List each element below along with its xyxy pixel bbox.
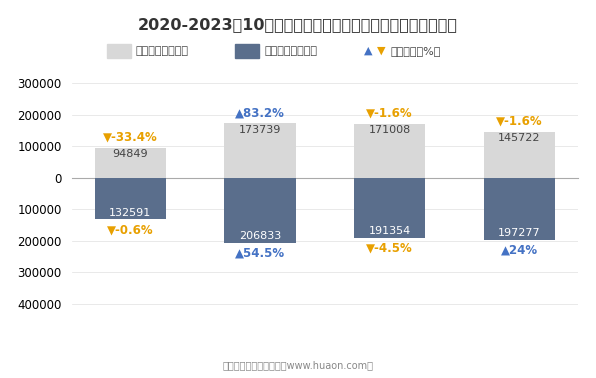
Text: ▼-33.4%: ▼-33.4%	[103, 131, 157, 144]
Bar	[95, 178, 166, 219]
Bar	[354, 124, 426, 178]
Text: ▼-0.6%: ▼-0.6%	[107, 223, 154, 236]
Bar	[354, 178, 426, 238]
Text: 197277: 197277	[498, 228, 541, 238]
Text: ▼: ▼	[377, 46, 386, 56]
Text: ▲: ▲	[364, 46, 372, 56]
Text: 出口额（万美元）: 出口额（万美元）	[136, 46, 189, 56]
Text: 2020-2023年10月包头市商品收发货人所在地进、出口额统计: 2020-2023年10月包头市商品收发货人所在地进、出口额统计	[138, 17, 458, 32]
Text: 同比增长（%）: 同比增长（%）	[390, 46, 441, 56]
Text: ▼-4.5%: ▼-4.5%	[367, 242, 413, 255]
Text: 206833: 206833	[239, 231, 281, 241]
Text: 制图：华经产业研究院（www.huaon.com）: 制图：华经产业研究院（www.huaon.com）	[222, 361, 374, 370]
Text: 进口额（万美元）: 进口额（万美元）	[264, 46, 317, 56]
Text: 173739: 173739	[239, 124, 281, 135]
Text: 145722: 145722	[498, 133, 541, 143]
Bar	[95, 148, 166, 178]
Bar	[484, 178, 555, 240]
Text: 191354: 191354	[368, 226, 411, 236]
Bar	[224, 123, 296, 178]
Text: 94849: 94849	[113, 149, 148, 160]
Text: ▲54.5%: ▲54.5%	[235, 246, 285, 260]
Bar	[484, 132, 555, 178]
Text: 132591: 132591	[109, 208, 151, 218]
Text: 171008: 171008	[368, 125, 411, 135]
Text: ▲83.2%: ▲83.2%	[235, 106, 285, 119]
Text: ▼-1.6%: ▼-1.6%	[496, 115, 543, 128]
Text: ▼-1.6%: ▼-1.6%	[367, 107, 413, 120]
Bar	[224, 178, 296, 243]
Text: ▲24%: ▲24%	[501, 243, 538, 257]
